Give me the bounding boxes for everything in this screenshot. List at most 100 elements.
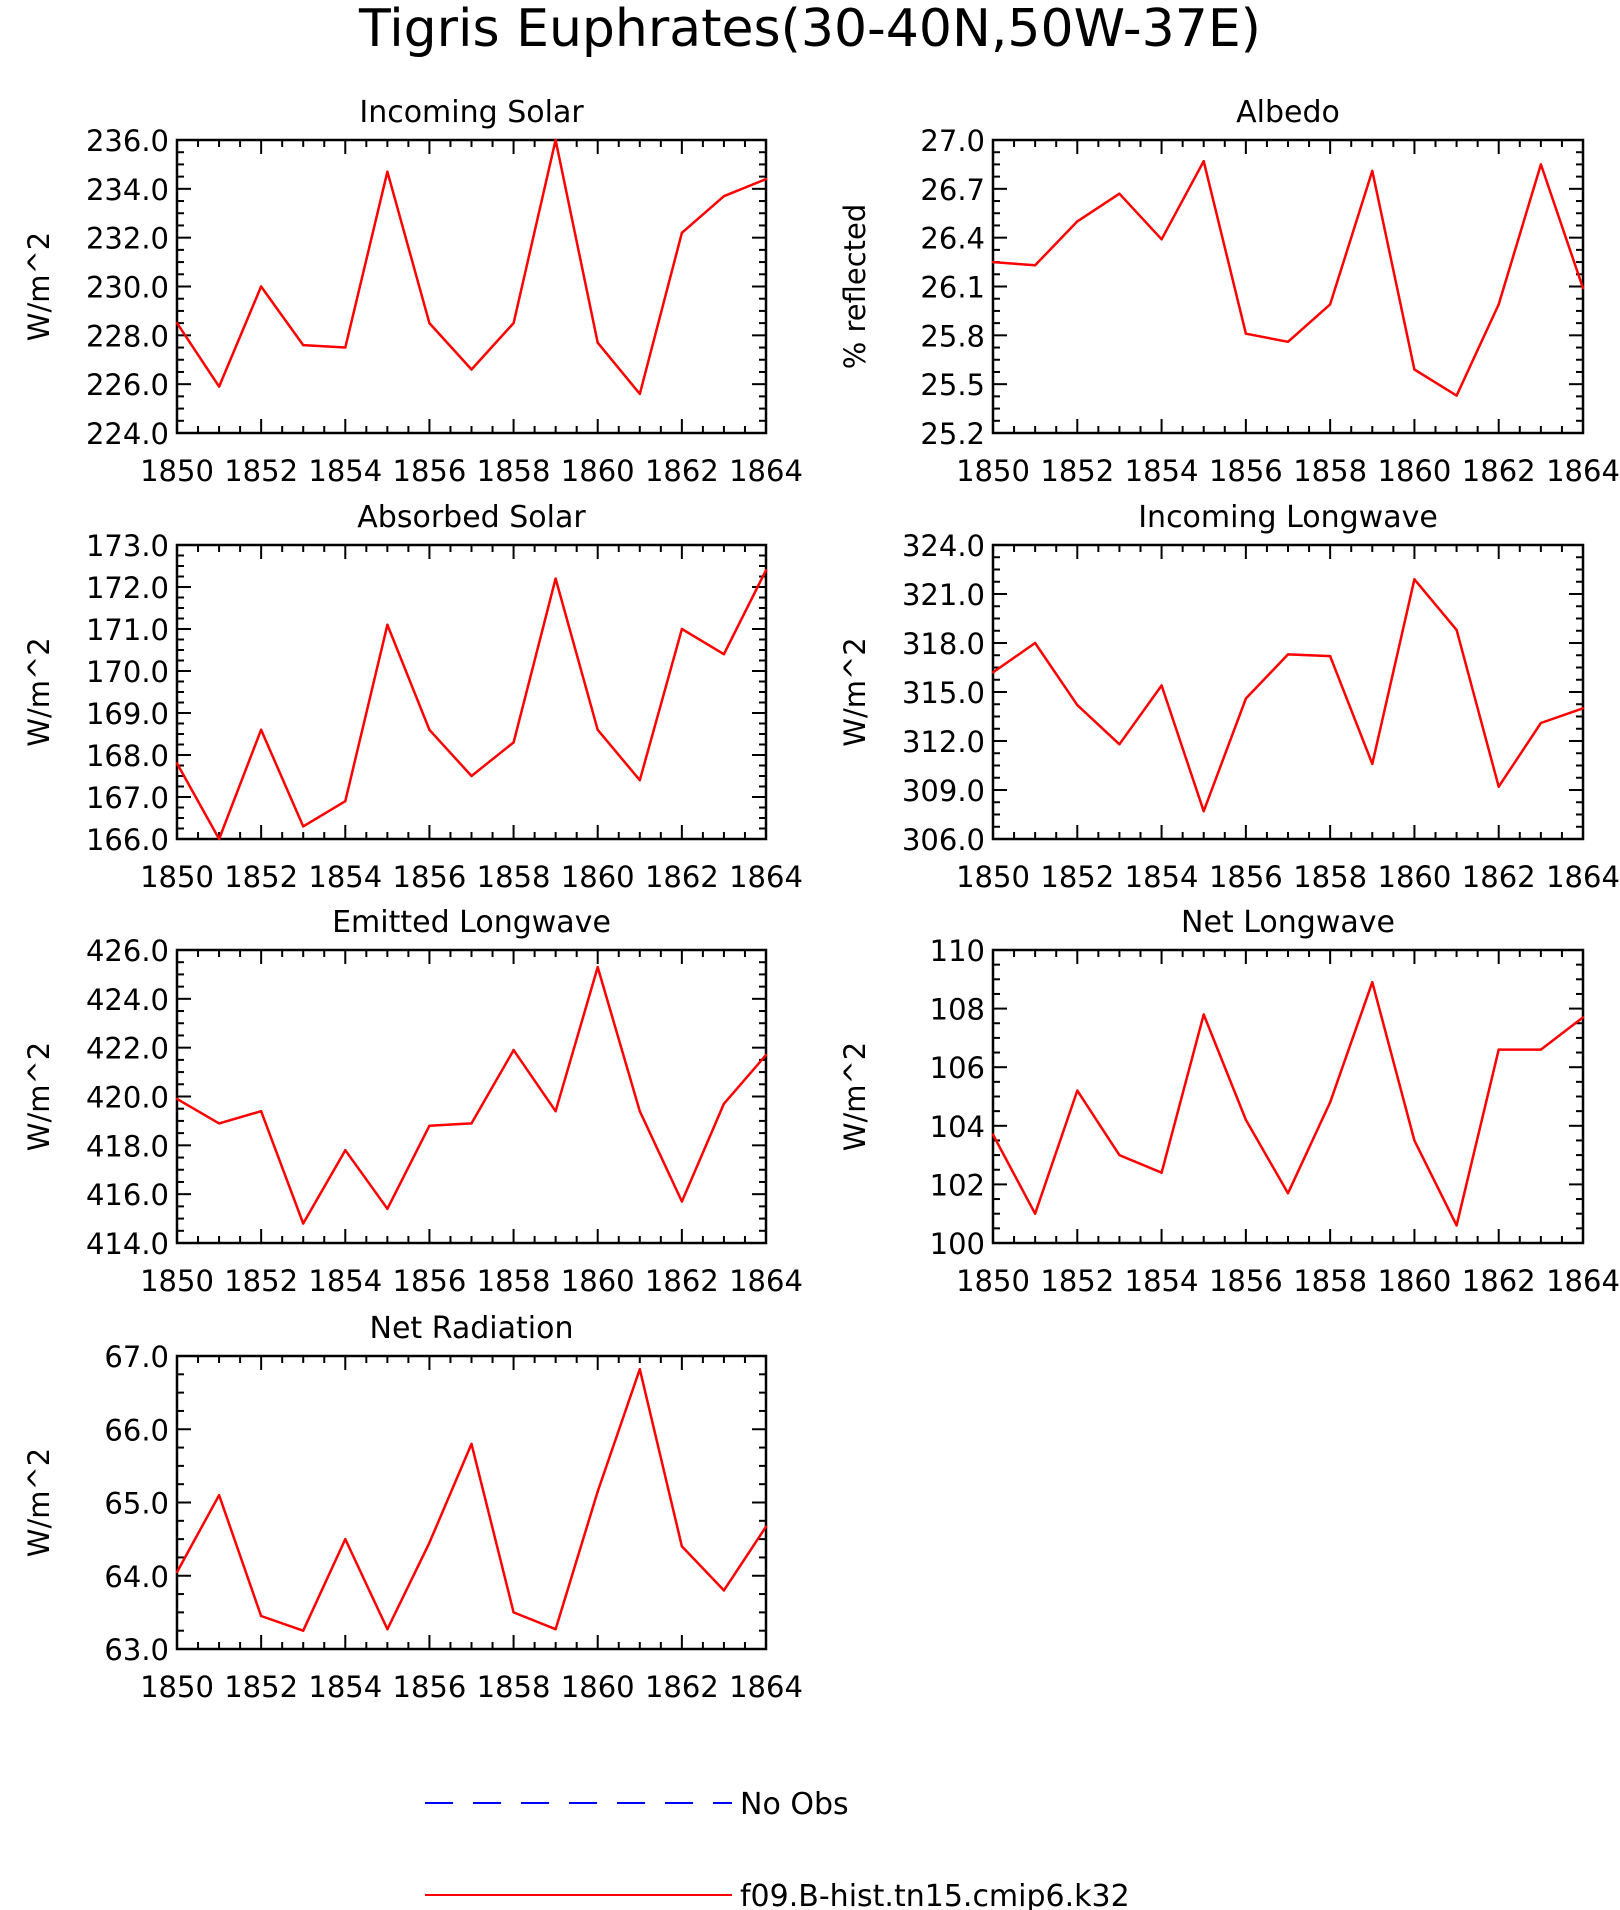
data-point-1855	[386, 623, 389, 626]
x-tick-label: 1862	[645, 454, 719, 488]
x-tick-label: 1850	[140, 1264, 214, 1298]
data-point-1854	[344, 1149, 347, 1152]
data-point-1850	[175, 1097, 179, 1101]
data-point-1859	[1371, 169, 1374, 173]
x-tick-label: 1858	[477, 1670, 551, 1704]
y-tick-label: 26.4	[920, 222, 985, 256]
y-tick-label: 104	[930, 1110, 985, 1144]
data-point-1853	[302, 343, 305, 347]
y-tick-label: 414.0	[86, 1227, 169, 1261]
data-point-1857	[1286, 1192, 1290, 1195]
x-tick-label: 1862	[1462, 1264, 1536, 1298]
series-line-absorbed-solar	[175, 569, 768, 841]
y-axis-label: W/m^2	[838, 637, 872, 746]
x-tick-label: 1858	[477, 454, 551, 488]
data-point-1854	[1160, 1171, 1163, 1174]
y-tick-label: 173.0	[86, 529, 169, 563]
data-point-1850	[175, 1570, 179, 1574]
y-tick-label: 306.0	[902, 823, 985, 857]
data-point-1862	[1497, 785, 1500, 788]
y-tick-label: 234.0	[86, 173, 169, 207]
data-point-1858	[1328, 1101, 1332, 1104]
series-line-albedo	[992, 159, 1585, 397]
legend-label-model: f09.B-hist.tn15.cmip6.k32	[740, 1879, 1130, 1910]
x-tick-label: 1852	[1040, 454, 1114, 488]
data-point-1851	[1033, 641, 1037, 645]
x-tick-label: 1862	[645, 1264, 719, 1298]
panel-incoming-longwave: 1850 1852 1854 1856 1858 1860 1862 1864 306.0 309…	[838, 500, 1620, 894]
plot-frame	[175, 948, 768, 1245]
data-point-1853	[1118, 1153, 1121, 1157]
data-point-1858	[512, 1611, 515, 1614]
data-point-1853	[302, 825, 305, 828]
x-tick-label: 1860	[561, 1670, 635, 1704]
x-tick-label: 1850	[140, 860, 214, 894]
y-tick-label: 424.0	[86, 983, 169, 1017]
y-tick-label: 230.0	[86, 271, 169, 305]
x-tick-label: 1862	[645, 860, 719, 894]
data-point-1856	[428, 1124, 431, 1128]
data-point-1858	[1328, 303, 1332, 306]
data-point-1853	[302, 1629, 305, 1632]
data-point-1850	[991, 671, 995, 674]
x-tick-label: 1858	[477, 860, 551, 894]
data-point-1852	[1076, 703, 1079, 707]
y-tick-label: 65.0	[104, 1487, 169, 1521]
data-point-1863	[1539, 721, 1543, 725]
y-tick-label: 26.1	[920, 271, 985, 305]
x-tick-label: 1858	[1293, 454, 1367, 488]
x-tick-label: 1856	[1209, 860, 1283, 894]
data-point-1854	[344, 800, 347, 803]
data-point-1855	[1202, 1013, 1205, 1016]
data-point-1854	[1160, 684, 1163, 687]
data-point-1857	[470, 368, 473, 371]
data-point-1854	[344, 346, 347, 349]
data-point-1859	[554, 138, 557, 142]
panel-absorbed-solar: 1850 1852 1854 1856 1858 1860 1862 1864 166.0 167…	[22, 500, 803, 894]
x-tick-label: 1858	[1293, 1264, 1367, 1298]
y-tick-label: 167.0	[86, 781, 169, 815]
panel-title: Incoming Solar	[359, 95, 584, 130]
x-tick-label: 1862	[1462, 860, 1536, 894]
y-axis-label: W/m^2	[838, 1042, 872, 1151]
y-tick-label: 108	[930, 993, 985, 1027]
data-point-1851	[217, 385, 221, 388]
y-axis-label: % reflected	[838, 204, 872, 370]
data-point-1853	[1118, 192, 1121, 195]
data-point-1857	[470, 774, 473, 778]
y-tick-label: 170.0	[86, 655, 169, 689]
data-point-1863	[722, 653, 726, 656]
y-tick-label: 416.0	[86, 1178, 169, 1212]
data-point-1853	[302, 1222, 305, 1225]
y-tick-label: 63.0	[104, 1633, 169, 1667]
data-point-1862	[1497, 1048, 1500, 1051]
x-tick-label: 1852	[224, 860, 298, 894]
data-point-1864	[764, 177, 768, 181]
y-tick-label: 25.8	[920, 319, 985, 353]
y-tick-label: 422.0	[86, 1032, 169, 1066]
panel-albedo: 1850 1852 1854 1856 1858 1860 1862 1864 25.2 25.5…	[838, 95, 1620, 488]
y-tick-label: 169.0	[86, 697, 169, 731]
data-point-1851	[1033, 264, 1037, 267]
data-point-1851	[1033, 1212, 1037, 1215]
y-tick-label: 166.0	[86, 823, 169, 857]
y-tick-label: 67.0	[104, 1340, 169, 1374]
x-tick-label: 1858	[477, 1264, 551, 1298]
series-line-incoming-longwave	[992, 578, 1584, 813]
data-point-1856	[1244, 1118, 1248, 1122]
x-tick-label: 1862	[1462, 454, 1536, 488]
y-tick-label: 228.0	[86, 319, 169, 353]
y-tick-label: 64.0	[104, 1560, 169, 1594]
data-point-1852	[259, 1110, 263, 1113]
data-point-1861	[1455, 628, 1458, 632]
x-tick-label: 1864	[729, 1670, 803, 1704]
plot-frame	[991, 138, 1585, 435]
data-point-1862	[680, 1200, 684, 1203]
data-point-1858	[512, 321, 515, 325]
series-line-incoming-solar	[175, 138, 767, 396]
x-tick-label: 1854	[1125, 454, 1199, 488]
y-tick-label: 321.0	[902, 578, 985, 612]
x-tick-label: 1864	[1546, 1264, 1620, 1298]
x-tick-label: 1852	[1040, 860, 1114, 894]
